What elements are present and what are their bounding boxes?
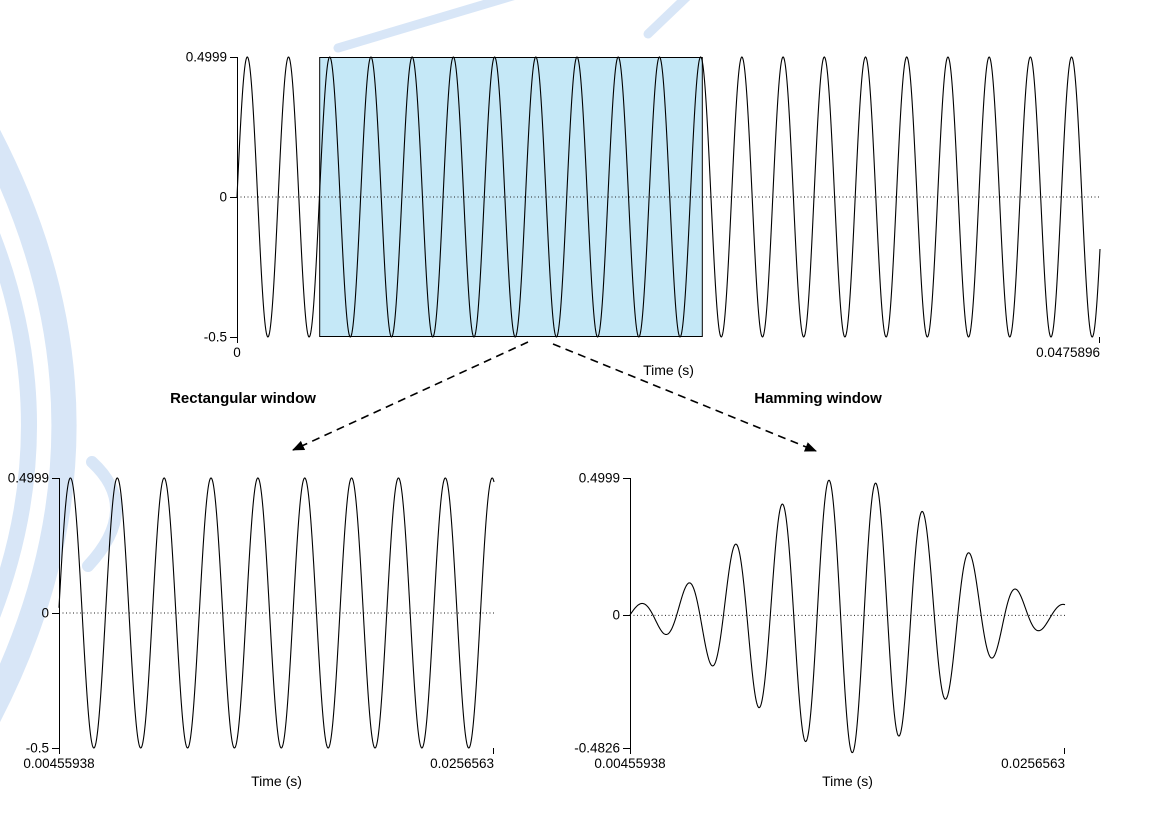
y-tick-label: -0.4826 bbox=[574, 740, 620, 756]
x-tick-label: 0.00455938 bbox=[594, 756, 666, 771]
watermark-stroke bbox=[0, 129, 77, 723]
x-tick-label: 0.0256563 bbox=[1001, 756, 1065, 771]
y-tick-label: 0.4999 bbox=[185, 49, 227, 65]
watermark-stroke bbox=[643, 0, 691, 39]
x-tick-mark bbox=[630, 748, 631, 754]
y-tick-mark bbox=[52, 748, 59, 749]
y-tick-mark bbox=[230, 197, 237, 198]
hamming-window-plot bbox=[629, 478, 1066, 754]
y-tick-mark bbox=[623, 478, 630, 479]
x-tick-mark bbox=[1099, 337, 1100, 343]
x-tick-label: 0 bbox=[233, 345, 241, 360]
x-tick-mark bbox=[1064, 748, 1065, 754]
y-tick-mark bbox=[52, 478, 59, 479]
y-tick-label: -0.5 bbox=[203, 329, 227, 345]
chart-title-rectangular: Rectangular window bbox=[170, 390, 316, 407]
arrow-to-rectangular bbox=[292, 341, 529, 451]
chart-title-hamming: Hamming window bbox=[754, 390, 882, 407]
watermark-stroke bbox=[333, 0, 515, 53]
chart-full-waveform: 0.4999 0 -0.5 0 0.0475896 Time (s) bbox=[186, 50, 1101, 378]
x-tick-mark bbox=[493, 748, 494, 754]
x-tick-mark bbox=[237, 337, 238, 343]
x-tick-label: 0.0256563 bbox=[430, 756, 494, 771]
y-tick-mark bbox=[623, 748, 630, 749]
x-axis-title: Time (s) bbox=[643, 362, 694, 378]
y-tick-label: 0 bbox=[219, 189, 227, 205]
y-tick-mark bbox=[52, 613, 59, 614]
y-tick-mark bbox=[230, 57, 237, 58]
y-tick-mark bbox=[230, 337, 237, 338]
x-tick-label: 0.0475896 bbox=[1036, 345, 1100, 360]
y-tick-label: 0.4999 bbox=[578, 470, 620, 486]
y-tick-label: 0 bbox=[41, 605, 49, 621]
chart-hamming-window: 0.4999 0 -0.4826 0.00455938 0.0256563 Ti… bbox=[574, 471, 1066, 789]
full-waveform-plot bbox=[236, 56, 1101, 338]
x-tick-mark bbox=[59, 748, 60, 754]
x-axis-title: Time (s) bbox=[822, 773, 873, 789]
watermark-stroke bbox=[0, 233, 37, 618]
rectangular-window-plot bbox=[58, 477, 495, 749]
x-tick-label: 0.00455938 bbox=[23, 756, 95, 771]
x-axis-title: Time (s) bbox=[251, 773, 302, 789]
y-tick-label: 0 bbox=[612, 607, 620, 623]
chart-rectangular-window: 0.4999 0 -0.5 0.00455938 0.0256563 Time … bbox=[8, 471, 495, 789]
y-tick-label: -0.5 bbox=[25, 740, 49, 756]
y-tick-label: 0.4999 bbox=[7, 470, 49, 486]
y-tick-mark bbox=[623, 615, 630, 617]
